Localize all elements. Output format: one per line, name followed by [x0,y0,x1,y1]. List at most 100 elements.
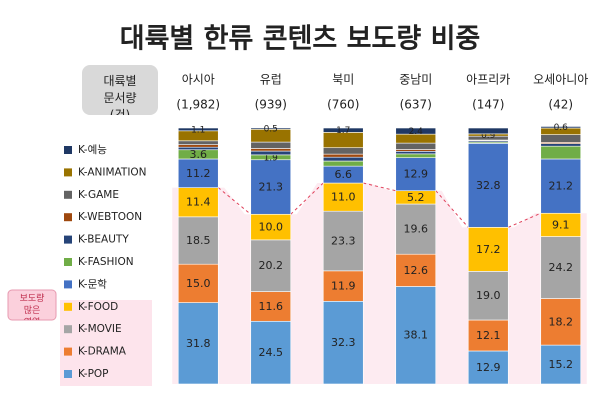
legend-swatch [64,213,72,222]
data-label: 11.6 [259,300,284,313]
legend-swatch [64,370,72,378]
bar-segment [322,270,364,302]
bar-segment [540,158,582,214]
category-count: (147) [472,98,504,112]
data-label: 12.6 [404,264,429,277]
data-label: 11.9 [331,280,356,293]
data-label: 2.4 [409,127,424,137]
bar-segment [322,301,364,385]
legend-swatch [64,168,72,177]
legend-label: K-문학 [78,278,107,290]
bar-segment [250,141,292,149]
data-label: 15.0 [186,277,211,290]
data-label: 24.5 [259,346,284,359]
bar-segment [395,153,437,158]
bar-segment [177,146,219,151]
bar-segment [395,150,437,155]
bar-segment [250,127,292,130]
bar-segment [395,127,437,135]
data-label: 11.0 [331,191,356,204]
highlight-area [172,183,587,384]
data-label: 1.1 [191,125,205,135]
data-label: 12.9 [476,361,501,374]
legend-label: K-ANIMATION [78,166,147,178]
bar-segment [177,302,219,385]
data-label: 9.1 [552,218,570,231]
bar-segment [395,142,437,150]
bar-segment [177,140,219,145]
bar-segment [322,153,364,158]
bar-segment [250,320,292,385]
data-label: 18.2 [549,315,574,328]
legend-label: K-POP [78,368,109,380]
highlight-area [172,182,587,384]
legend-label: K-WEBTOON [78,211,142,223]
data-label: 11.2 [186,167,211,180]
bar-segment [540,126,582,129]
plot: 아시아 (1,982) 31.8 15.0 18.5 11.4 11.2 3.6 1.1 유럽 (9… [64,73,588,385]
data-label: 1.9 [264,153,279,163]
data-label: 12.1 [476,329,501,342]
bar-segment [177,263,219,303]
x-tick-label: 북미 [332,73,354,87]
legend-label: K-FASHION [78,256,134,268]
data-label: 18.5 [186,234,211,247]
x-tick-label: 오세아니아 [533,73,588,87]
legend-label: K-FOOD [78,301,118,313]
bar-segment [177,144,219,148]
data-label: 17.2 [476,243,501,256]
data-label: 32.8 [476,179,501,192]
data-label: 20.2 [259,259,284,272]
legend-swatch [64,235,72,244]
x-tick-label: 아프리카 [466,73,510,87]
highlight-boundary [290,182,324,215]
data-label: 38.1 [404,329,429,342]
bar-segment [177,127,219,132]
legend-swatch [64,325,72,334]
x-tick-label: 유럽 [260,73,282,87]
bar-segment [467,227,509,272]
data-label: 11.4 [186,196,211,209]
bar-segment [322,182,364,212]
data-label: 0.9 [481,131,496,141]
data-label: 5.2 [407,191,425,204]
legend-label: K-예능 [78,143,107,156]
legend-label: K-BEAUTY [78,234,129,246]
bar-segment [540,298,582,346]
legend-swatch [64,302,72,311]
category-count: (637) [400,98,432,112]
bar-segment [250,148,292,152]
bar-segment [540,143,582,147]
category-count: (42) [548,98,573,112]
bar-segment [540,134,582,143]
legend-swatch [64,258,72,266]
bar-segment [467,143,509,228]
legend-label: K-MOVIE [78,323,122,335]
data-label: 31.8 [186,337,211,350]
header: 대륙별 문서량(건) [103,74,136,115]
bar-segment [540,145,582,160]
bar-segment [467,127,509,135]
bar-segment [177,158,219,188]
data-label: 1.7 [336,126,350,136]
bar-segment [250,239,292,292]
bar-segment [395,157,437,192]
bar-segment [322,156,364,162]
category-count: (939) [255,98,287,112]
bar-segment [467,319,509,352]
annotation: 보도량 많은 영역 [20,294,45,320]
data-label: 6.6 [335,168,353,181]
data-label: 0.5 [264,125,278,135]
data-label: 19.6 [404,223,429,236]
legend-label: K-GAME [78,189,119,201]
x-tick-label: 중남미 [399,73,432,87]
bar-segment [177,187,219,218]
data-label: 21.2 [549,180,574,193]
data-label: 10.0 [259,221,284,234]
bar-segment [250,291,292,322]
data-label: 0.6 [554,123,569,133]
bar-segment [322,210,364,272]
data-label: 15.2 [549,358,574,371]
